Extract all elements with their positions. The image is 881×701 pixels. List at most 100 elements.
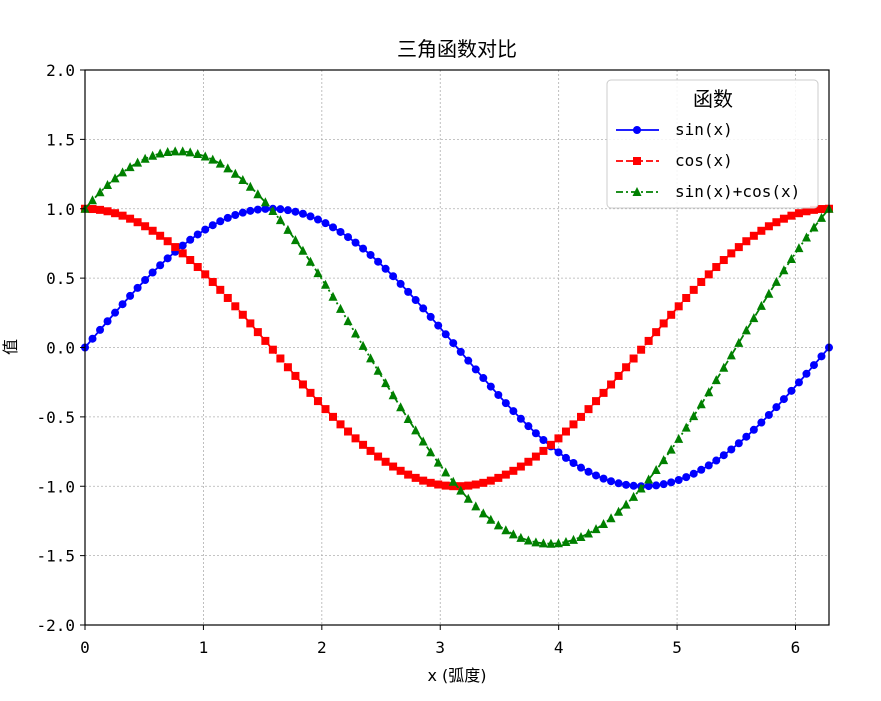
data-point [344,233,353,242]
data-point [238,208,247,217]
data-point [103,317,112,326]
data-point [606,513,616,523]
data-point [689,285,698,294]
x-tick-label: 4 [554,638,564,657]
data-point [103,179,113,189]
data-point [659,455,669,465]
legend-label: sin(x) [675,120,733,139]
data-point [584,528,594,538]
data-point [674,433,684,443]
data-point [156,231,165,240]
data-point [607,380,616,389]
data-point [208,277,217,286]
data-point [787,386,796,395]
data-point [434,480,443,489]
data-point [306,212,315,221]
data-point [344,427,353,436]
data-point [772,218,781,227]
data-point [494,473,503,482]
data-point [516,532,526,542]
legend: 函数 sin(x) cos(x) sin(x)+cos(x) [606,79,819,209]
data-point [275,215,285,225]
data-point [283,224,293,234]
data-point [178,249,187,258]
data-point [779,214,788,223]
data-point [291,207,300,216]
data-point [652,328,661,337]
data-point [141,222,150,231]
data-point [426,312,435,321]
data-point [366,250,375,259]
data-point [373,365,383,375]
data-point [389,272,398,281]
data-point [719,256,728,265]
data-point [238,174,248,184]
data-point [140,153,150,163]
data-point [607,477,616,486]
data-point [629,491,639,501]
data-point [208,154,218,164]
data-point [719,451,728,460]
y-tick-label: -1.0 [36,477,75,496]
data-point [336,227,345,236]
data-point [644,482,653,491]
data-point [110,173,120,183]
data-point [523,535,533,545]
data-point [794,378,803,387]
data-point [599,474,608,483]
data-point [689,469,698,478]
data-point [479,374,488,383]
data-point [95,187,105,197]
data-point [163,237,172,246]
data-point [568,534,578,544]
data-point [817,205,826,214]
data-point [201,270,210,279]
data-point [659,319,668,328]
data-point [359,440,368,449]
data-point [441,330,450,339]
data-point [351,434,360,443]
data-point [253,205,262,214]
data-point [111,209,120,218]
data-point [111,308,120,317]
data-point [501,470,510,479]
data-point [779,265,789,275]
y-axis-ticks: -2.0 -1.5 -1.0 -0.5 0.0 0.5 1.0 1.5 2.0 [36,61,85,635]
plot-series [80,146,834,548]
data-point [786,254,796,264]
data-point [764,410,773,419]
data-point [313,215,322,224]
data-point [584,405,593,414]
data-point [231,302,240,311]
data-point [629,354,638,363]
data-point [419,476,428,485]
data-point [126,214,135,223]
data-point [539,436,548,445]
data-point [389,462,398,471]
data-point [246,319,255,328]
data-point [629,481,638,490]
data-point [156,261,165,270]
data-point [359,244,368,253]
data-point [614,479,623,488]
data-point [253,328,262,337]
data-point [801,232,811,242]
data-point [381,378,391,388]
data-point [276,205,285,214]
data-point [652,481,661,490]
data-point [614,371,623,380]
data-point [494,390,503,399]
y-tick-label: 0.5 [46,269,75,288]
data-point [726,350,736,360]
data-point [809,205,818,214]
data-point [305,256,315,266]
data-point [396,402,406,412]
data-point [809,361,818,370]
data-point [478,508,488,518]
data-point [118,211,127,220]
data-point [749,231,758,240]
x-tick-label: 2 [317,638,327,657]
data-point [659,480,668,489]
data-point [245,181,255,191]
x-tick-label: 1 [199,638,209,657]
